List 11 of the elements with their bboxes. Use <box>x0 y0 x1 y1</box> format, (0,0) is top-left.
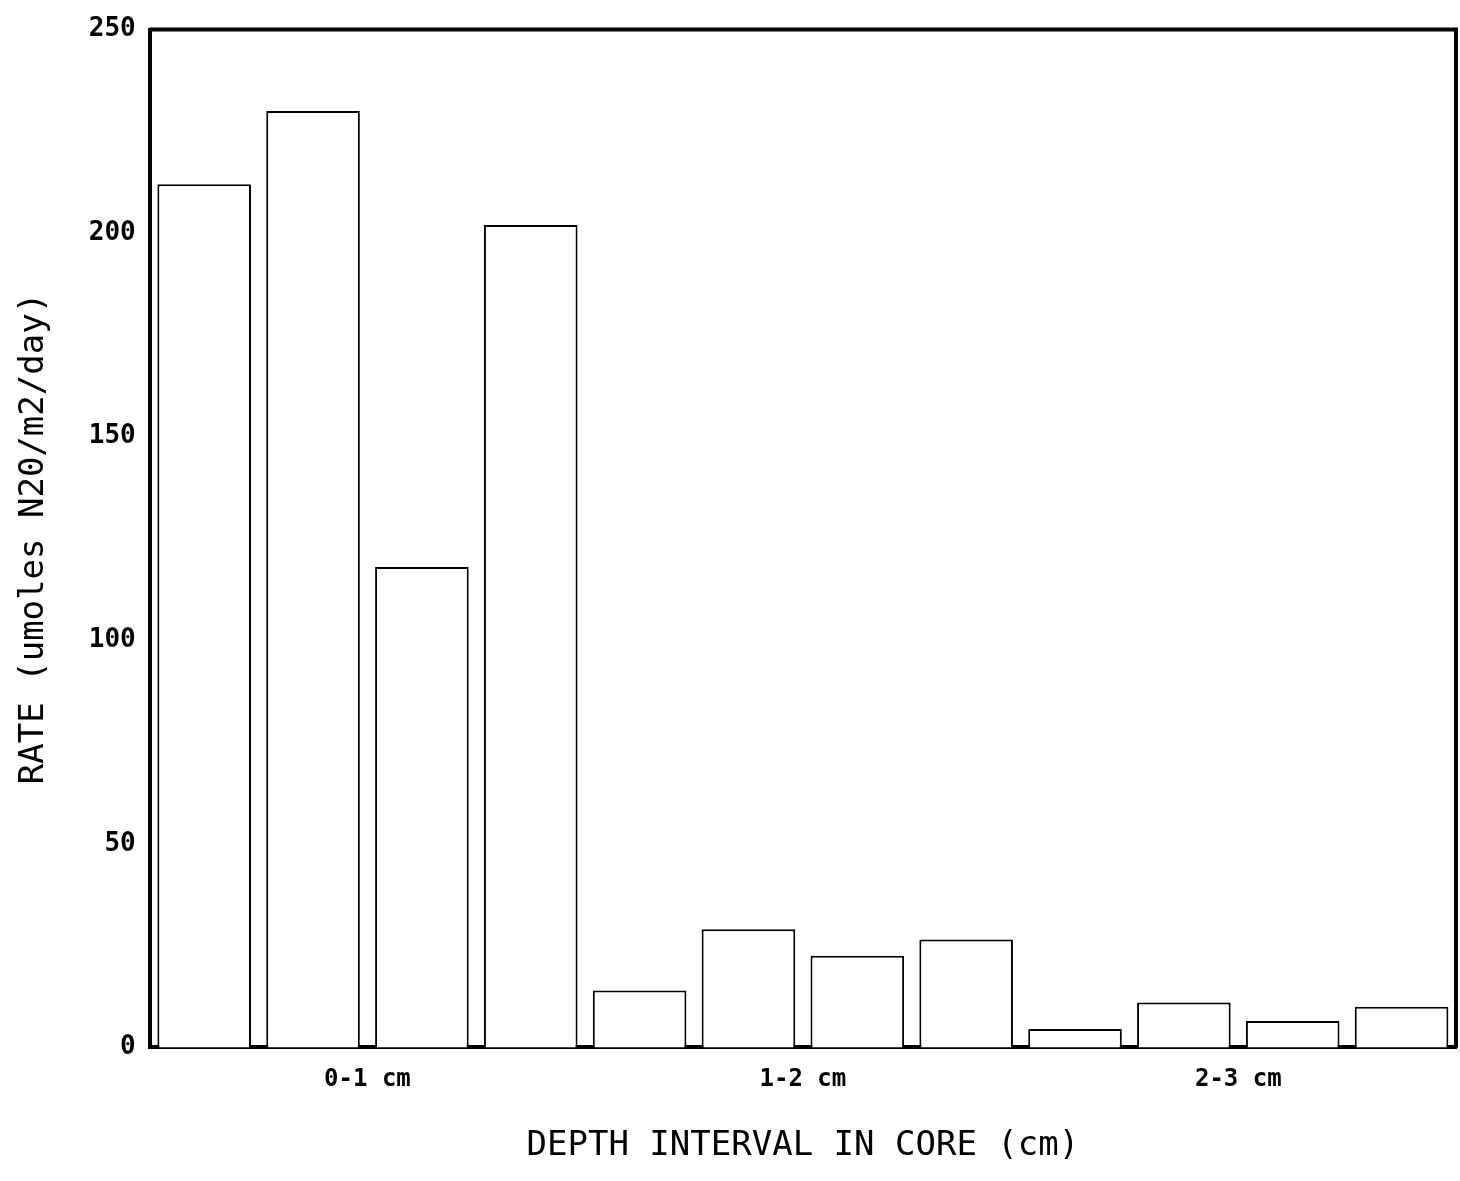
y-axis-title: RATE (umoles N20/m2/day) <box>11 292 52 785</box>
y-tick-label: 200 <box>88 215 136 246</box>
x-axis-title: DEPTH INTERVAL IN CORE (cm) <box>526 1123 1080 1164</box>
y-tick-label: 150 <box>88 419 136 450</box>
x-tick-label: 0-1 cm <box>324 1064 411 1093</box>
y-tick-label: 250 <box>88 12 136 43</box>
y-tick-label: 50 <box>104 826 136 857</box>
x-tick-label: 1-2 cm <box>759 1064 847 1093</box>
x-tick-label: 2-3 cm <box>1194 1064 1282 1093</box>
y-tick-label: 0 <box>120 1030 136 1061</box>
y-tick-label: 100 <box>88 623 136 654</box>
